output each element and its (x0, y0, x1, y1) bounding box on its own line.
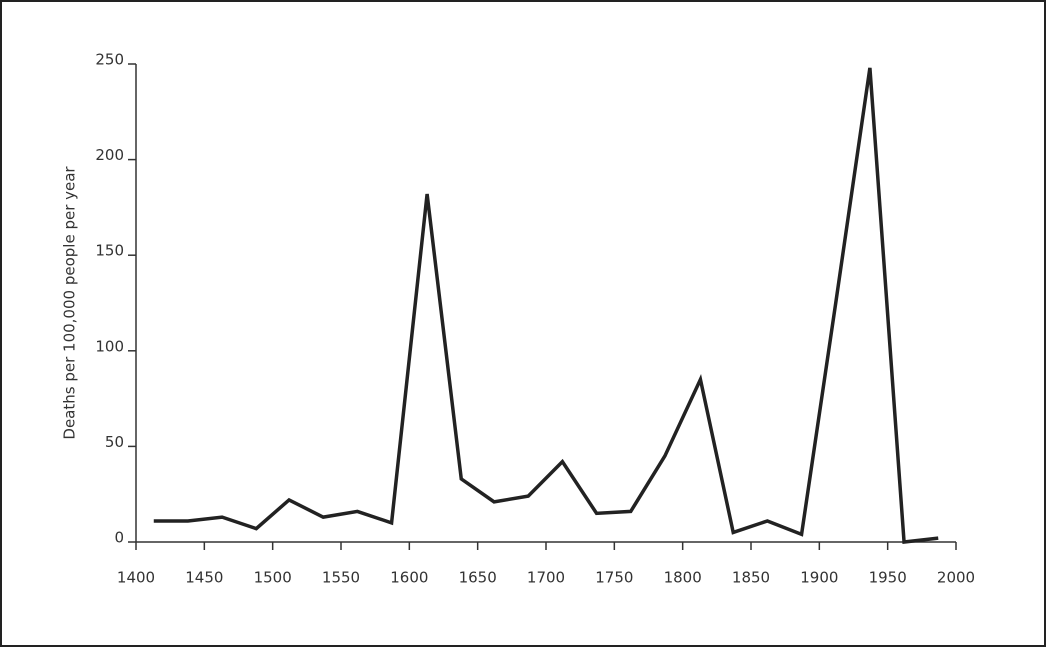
x-tick-label: 1500 (254, 569, 292, 587)
y-tick-label: 100 (95, 337, 124, 355)
data-line (153, 67, 939, 544)
y-tick-label: 200 (95, 146, 124, 164)
x-tick-label: 1800 (664, 569, 702, 587)
y-axis-label: Deaths per 100,000 people per year (61, 166, 79, 440)
x-tick-label: 1900 (800, 569, 838, 587)
x-tick-label: 1850 (732, 569, 770, 587)
x-tick-label: 1550 (322, 569, 360, 587)
x-tick-label: 2000 (937, 569, 975, 587)
y-tick-label: 50 (105, 433, 124, 451)
x-tick-label: 1450 (185, 569, 223, 587)
x-tick-label: 1650 (459, 569, 497, 587)
x-tick-label: 1750 (595, 569, 633, 587)
x-tick-label: 1950 (869, 569, 907, 587)
y-tick-label: 250 (95, 51, 124, 69)
x-tick-label: 1600 (390, 569, 428, 587)
y-tick-label: 150 (95, 242, 124, 260)
x-tick-label: 1700 (527, 569, 565, 587)
x-tick-label: 1400 (117, 569, 155, 587)
y-tick-label: 0 (114, 529, 124, 547)
